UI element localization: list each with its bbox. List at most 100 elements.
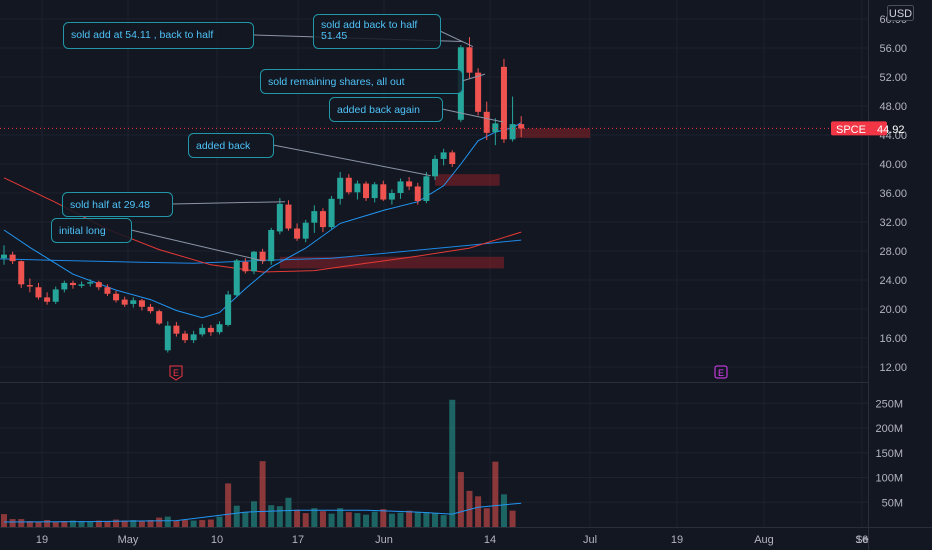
annotation-line: sold half at 29.48 [70, 199, 150, 211]
annotation-line: sold add at 54.11 , back to half [71, 29, 213, 41]
volume-bar [52, 522, 59, 527]
volume-bar [311, 508, 318, 527]
volume-bar [345, 512, 352, 527]
candle-body [113, 293, 120, 301]
volume-bar [483, 508, 490, 527]
volume-bar [225, 483, 232, 527]
volume-bar [302, 513, 309, 527]
price-tick-label: 52.00 [879, 72, 907, 84]
volume-bar [388, 513, 395, 527]
volume-bars [1, 399, 516, 527]
candle-body [354, 183, 361, 193]
candle-body [345, 177, 352, 193]
volume-bar [371, 511, 378, 527]
time-tick-label: May [118, 534, 139, 546]
annotation-line: 51.45 [321, 30, 347, 42]
volume-bar [285, 497, 292, 527]
annotation-callout[interactable]: sold remaining shares, all out [260, 69, 463, 94]
last-price-tag: SPCE 44.92 [831, 121, 905, 136]
candle-body [449, 152, 456, 164]
candle-body [466, 47, 473, 73]
annotation-callout[interactable]: sold half at 29.48 [62, 192, 173, 217]
volume-bar [199, 520, 206, 527]
volume-bar [432, 513, 438, 527]
candle-body [294, 228, 301, 239]
annotation-box [62, 192, 173, 217]
volume-bar [147, 520, 154, 527]
volume-bar [18, 519, 25, 527]
volume-bar [449, 399, 456, 527]
candle-body [216, 324, 223, 333]
earnings-marker[interactable]: E [714, 365, 728, 379]
time-tick-label: Aug [754, 534, 774, 546]
annotation-leader [272, 144, 431, 177]
price-tick-label: 32.00 [879, 217, 907, 229]
volume-scale[interactable]: 50M 100M 150M 200M 250M [875, 398, 903, 509]
annotation-box [51, 218, 132, 243]
volume-bar [182, 520, 189, 527]
candle-body [509, 124, 516, 140]
candle-body [207, 327, 214, 333]
volume-tick-label: 200M [875, 423, 903, 435]
annotation-callout[interactable]: sold add at 54.11 , back to half [63, 22, 254, 49]
ticker-price: 44.92 [877, 124, 905, 136]
annotation-text: sold add back to half 51.45 [321, 19, 417, 42]
time-tick-label: 19 [36, 534, 48, 546]
candle-body [52, 289, 59, 302]
price-scale[interactable]: 12.00 16.00 20.00 24.00 28.00 32.00 36.00 40.00… [879, 14, 907, 374]
candle-body [311, 211, 318, 223]
price-tick-label: 28.00 [879, 246, 907, 258]
volume-bar [294, 509, 301, 527]
support-zones [279, 128, 591, 269]
candle-body [44, 297, 51, 302]
time-tick-label: 17 [292, 534, 304, 546]
volume-bar [259, 461, 266, 527]
candle-body [147, 306, 154, 312]
price-tick-label: 36.00 [879, 188, 907, 200]
annotations[interactable]: sold add at 54.11 , back to half sold add… [51, 14, 463, 243]
annotation-callout[interactable]: added back [188, 133, 274, 158]
support-zone [512, 128, 591, 138]
candle-body [268, 229, 275, 262]
ticker-symbol: SPCE [836, 124, 866, 136]
earnings-label: E [173, 368, 179, 378]
currency-badge[interactable]: USD [887, 5, 914, 21]
volume-bar [466, 490, 473, 527]
annotation-callout[interactable]: sold add back to half 51.45 [313, 14, 441, 49]
volume-bar [26, 521, 33, 527]
candle-body [302, 222, 309, 239]
earnings-marker[interactable]: E [169, 365, 183, 381]
volume-bar [509, 510, 516, 527]
annotation-text: sold half at 29.48 [70, 199, 150, 211]
candle-body [199, 327, 206, 335]
volume-tick-label: 150M [875, 448, 903, 460]
candle-body [319, 211, 326, 228]
annotation-callout[interactable]: initial long [51, 218, 132, 243]
annotation-callout[interactable]: added back again [329, 97, 443, 122]
candle-body [87, 282, 94, 284]
volume-bar [9, 519, 16, 527]
candle-body [432, 158, 438, 177]
volume-bar [406, 510, 413, 527]
volume-bar [121, 520, 128, 527]
annotation-leaders [130, 30, 504, 262]
annotation-leader [439, 30, 474, 48]
volume-bar [242, 512, 249, 527]
volume-bar [35, 522, 42, 527]
candle-body [26, 285, 33, 287]
candle-body [500, 66, 507, 140]
ema-fast-line [3, 122, 522, 319]
support-zone [435, 174, 500, 186]
candle-body [69, 282, 76, 286]
volume-bar [397, 512, 404, 527]
candle-body [406, 181, 413, 187]
volume-bar [380, 509, 387, 527]
price-tick-label: 56.00 [879, 43, 907, 55]
annotation-line: added back again [337, 104, 420, 116]
annotation-leader [130, 229, 265, 262]
candle-body [388, 193, 395, 200]
candle-body [78, 284, 85, 286]
